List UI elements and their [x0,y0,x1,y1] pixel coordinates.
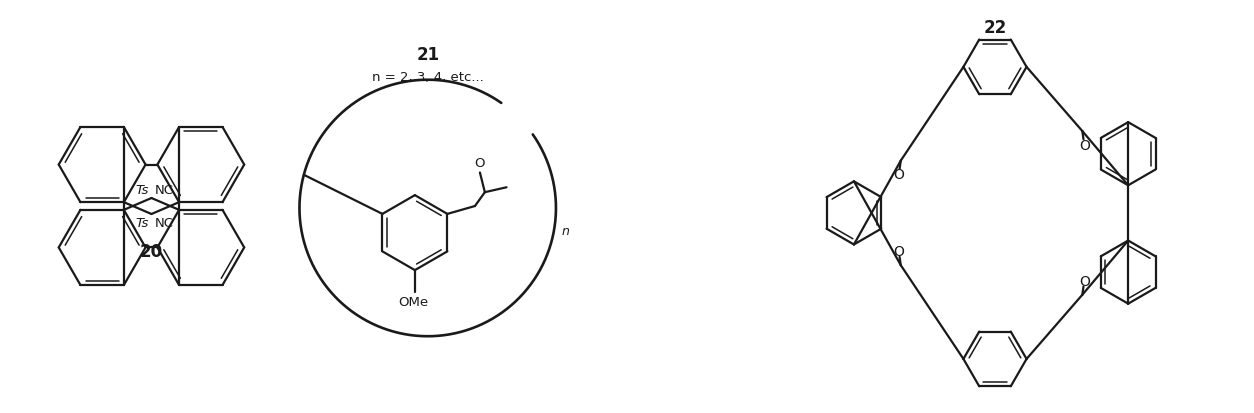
Text: 20: 20 [140,242,163,260]
Text: Ts: Ts [135,184,148,197]
Text: 21: 21 [416,46,439,64]
Text: O: O [1078,274,1090,288]
Text: 22: 22 [983,19,1007,36]
Text: n = 2, 3, 4, etc...: n = 2, 3, 4, etc... [372,71,484,84]
Text: NC: NC [154,184,173,197]
Text: O: O [893,168,904,182]
Text: O: O [475,157,485,170]
Text: OMe: OMe [398,295,428,308]
Text: n: n [562,224,569,237]
Text: O: O [1078,138,1090,152]
Text: NC: NC [154,216,173,229]
Text: O: O [893,245,904,259]
Text: Ts: Ts [135,216,148,229]
